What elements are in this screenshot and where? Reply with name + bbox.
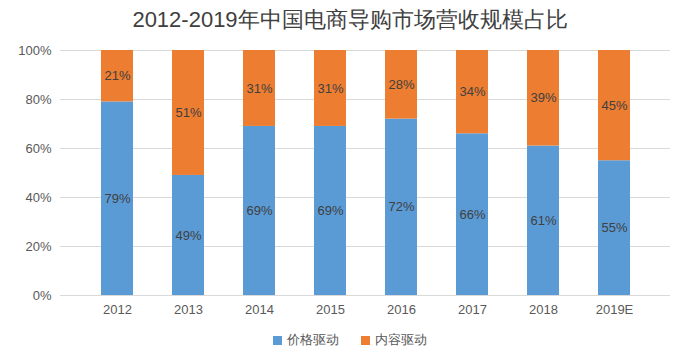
- svg-text:69%: 69%: [246, 203, 272, 218]
- svg-text:2014: 2014: [245, 302, 274, 317]
- svg-text:21%: 21%: [104, 68, 130, 83]
- svg-text:28%: 28%: [388, 77, 414, 92]
- svg-text:100%: 100%: [18, 43, 52, 58]
- svg-text:66%: 66%: [459, 207, 485, 222]
- svg-text:2016: 2016: [387, 302, 416, 317]
- svg-text:79%: 79%: [104, 191, 130, 206]
- svg-text:69%: 69%: [317, 203, 343, 218]
- svg-text:40%: 40%: [25, 190, 51, 205]
- svg-text:61%: 61%: [530, 213, 556, 228]
- svg-text:72%: 72%: [388, 199, 414, 214]
- svg-text:2013: 2013: [174, 302, 203, 317]
- svg-text:2019E: 2019E: [596, 302, 634, 317]
- svg-text:49%: 49%: [175, 228, 201, 243]
- svg-text:2012: 2012: [103, 302, 132, 317]
- svg-text:80%: 80%: [25, 92, 51, 107]
- svg-text:51%: 51%: [175, 105, 201, 120]
- svg-text:31%: 31%: [246, 81, 272, 96]
- svg-text:39%: 39%: [530, 90, 556, 105]
- svg-text:31%: 31%: [317, 81, 343, 96]
- svg-text:20%: 20%: [25, 239, 51, 254]
- html-text:内容驱动: 内容驱动: [375, 332, 427, 347]
- svg-text:34%: 34%: [459, 84, 485, 99]
- svg-text:2017: 2017: [458, 302, 487, 317]
- svg-text:60%: 60%: [25, 141, 51, 156]
- svg-text:0%: 0%: [33, 288, 52, 303]
- svg-text:45%: 45%: [601, 98, 627, 113]
- svg-text:2015: 2015: [316, 302, 345, 317]
- svg-text:55%: 55%: [601, 220, 627, 235]
- html-text:价格驱动: 价格驱动: [287, 332, 339, 347]
- svg-text:2018: 2018: [529, 302, 558, 317]
- html-text:2012-2019年中国电商导购市场营收规模占比: 2012-2019年中国电商导购市场营收规模占比: [132, 7, 568, 32]
